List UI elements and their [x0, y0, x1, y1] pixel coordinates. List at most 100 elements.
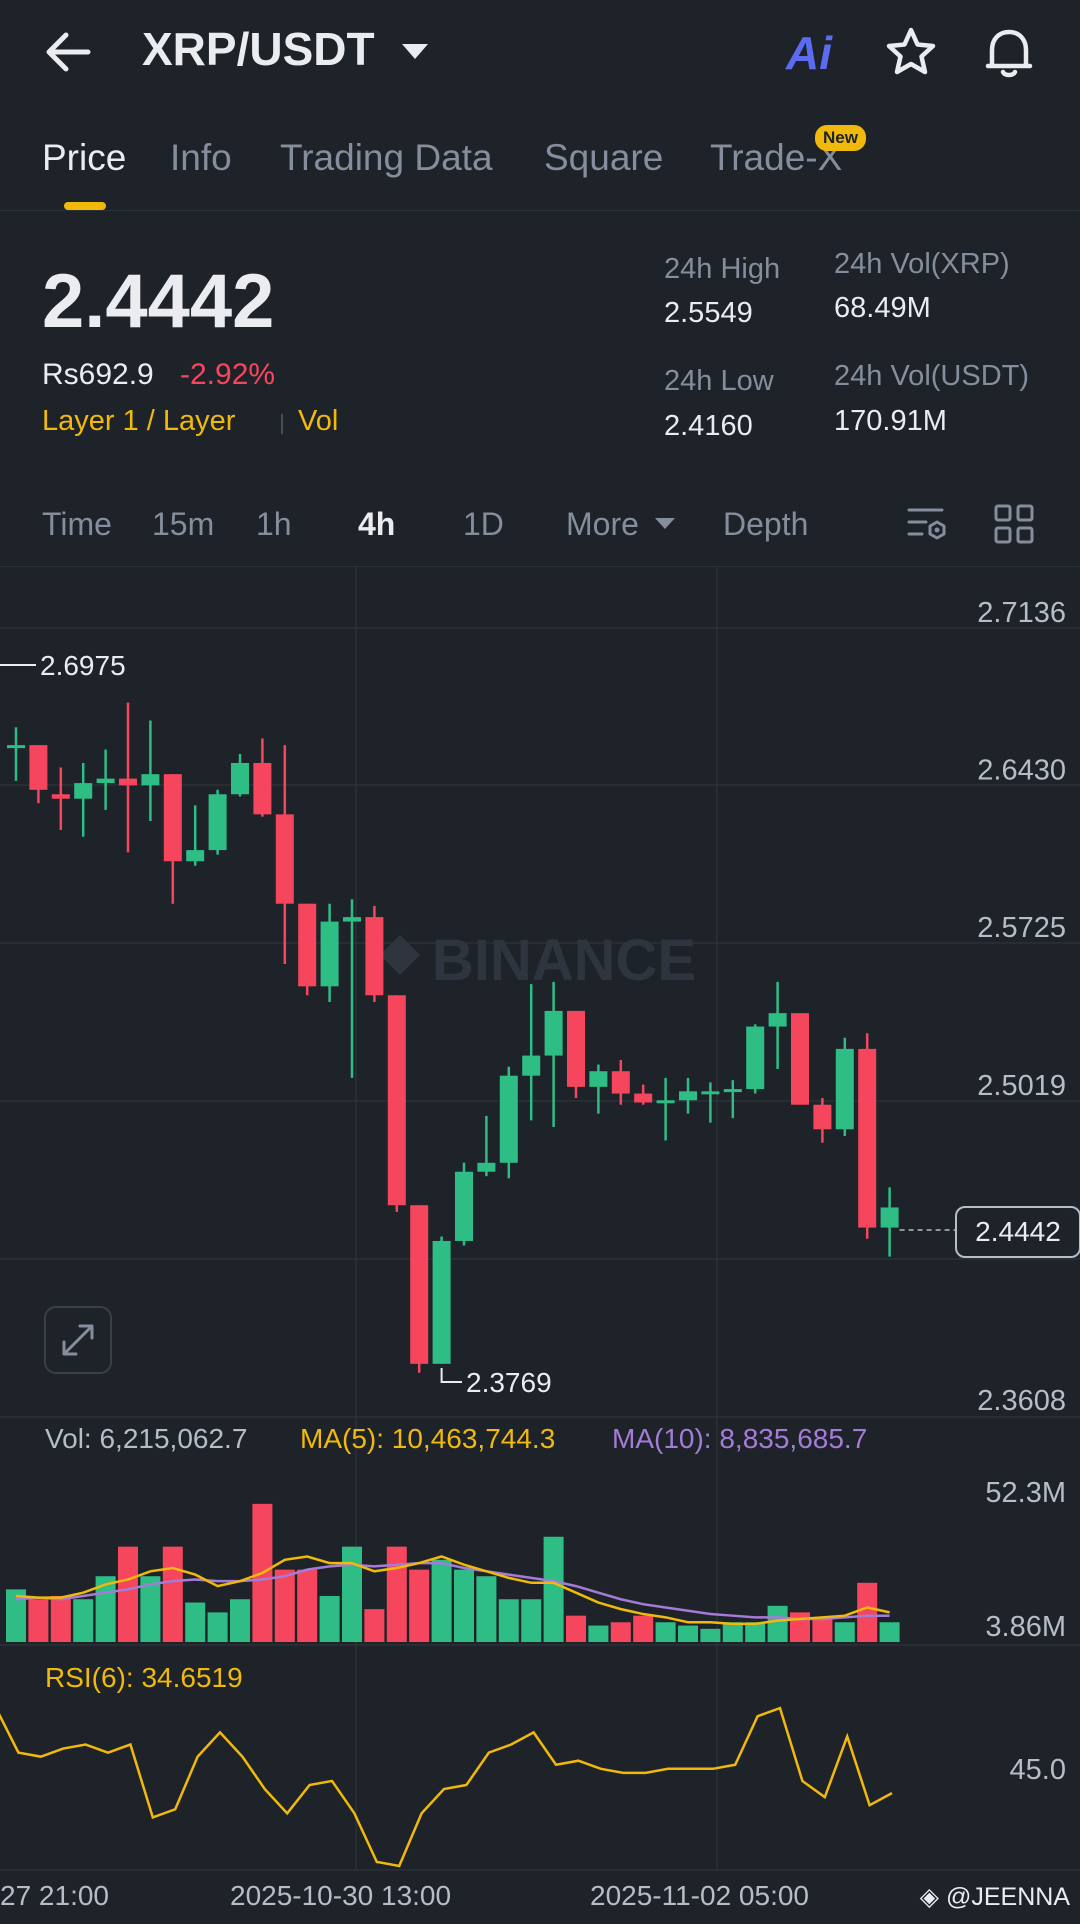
volume-bar	[274, 1569, 295, 1642]
volume-bar	[162, 1546, 183, 1642]
tabs-divider	[0, 210, 1080, 211]
category-tag[interactable]: Layer 1 / Layer	[42, 405, 236, 437]
user-watermark: ◈ @JEENNA	[920, 1882, 1070, 1912]
interval-more[interactable]: More	[566, 506, 639, 542]
low-marker-line	[440, 1368, 462, 1384]
new-badge: New	[815, 125, 866, 151]
star-icon[interactable]	[884, 26, 938, 78]
x-tick-label: 2025-11-02 05:00	[590, 1880, 809, 1911]
volume-bar	[409, 1569, 430, 1642]
candle	[679, 1077, 697, 1114]
volume-bars-group: 52.3M 3.86M	[6, 1477, 1066, 1643]
last-price: 2.4442	[42, 259, 275, 344]
interval-depth[interactable]: Depth	[723, 506, 809, 542]
volume-bar	[73, 1599, 94, 1642]
x-tick-label: 27 21:00	[0, 1880, 109, 1911]
interval-4h[interactable]: 4h	[358, 506, 396, 542]
volume-bar	[790, 1612, 810, 1642]
volume-bar	[207, 1612, 228, 1642]
volume-bar	[476, 1576, 497, 1642]
ma5-line	[15, 1555, 890, 1626]
volume-bar	[655, 1622, 676, 1642]
chart-area[interactable]: BINANCE 2.7136 2.6430 2.5725 2.5019 2.3608 2…	[0, 566, 1080, 1924]
candle	[74, 762, 93, 837]
volume-bar	[28, 1599, 49, 1642]
back-arrow-icon[interactable]	[44, 30, 92, 74]
candle	[701, 1082, 720, 1123]
candle	[410, 1205, 429, 1373]
more-chevron-down-icon[interactable]	[655, 518, 675, 529]
volume-y-tick-label: 3.86M	[985, 1611, 1066, 1643]
candle	[813, 1098, 832, 1143]
volume-bar	[50, 1595, 71, 1642]
interval-1h[interactable]: 1h	[256, 506, 292, 542]
vol-usdt-label: 24h Vol(USDT)	[834, 360, 1030, 392]
y-tick-label: 2.3608	[977, 1385, 1066, 1417]
volume-bar	[633, 1615, 654, 1642]
tab-trading-data[interactable]: Trading Data	[280, 137, 493, 178]
tab-price[interactable]: Price	[42, 137, 127, 178]
interval-15m[interactable]: 15m	[152, 506, 215, 542]
candle	[96, 749, 115, 810]
volume-bar	[454, 1569, 474, 1642]
volume-bar	[834, 1622, 855, 1642]
interval-time[interactable]: Time	[42, 506, 112, 542]
binance-watermark: BINANCE	[432, 928, 696, 993]
fullscreen-button[interactable]	[44, 1306, 112, 1374]
candle	[253, 738, 272, 817]
candle	[589, 1064, 608, 1114]
volume-bar	[6, 1589, 26, 1642]
pair-title[interactable]: XRP/USDT	[142, 23, 375, 75]
ma5-legend: MA(5): 10,463,744.3	[300, 1423, 556, 1454]
ai-assistant-icon[interactable]: Ai	[786, 27, 832, 79]
candle	[320, 903, 339, 1002]
price-axis-labels: 2.7136 2.6430 2.5725 2.5019 2.3608	[977, 597, 1066, 1417]
candle	[835, 1037, 854, 1136]
high-label: 24h High	[664, 253, 781, 285]
volume-bar	[678, 1625, 698, 1642]
chart-settings-icon[interactable]	[906, 502, 950, 546]
candle	[768, 981, 787, 1069]
y-tick-label: 2.7136	[977, 597, 1066, 629]
vol-tag[interactable]: Vol	[298, 405, 339, 437]
high-marker-label: 2.6975	[40, 650, 126, 681]
candle	[298, 903, 317, 996]
price-change-percent: -2.92%	[180, 358, 276, 391]
last-price-tag[interactable]: 2.4442	[955, 1206, 1080, 1258]
active-tab-indicator	[64, 202, 106, 210]
interval-1d[interactable]: 1D	[463, 506, 504, 542]
binance-logo-icon	[380, 935, 420, 975]
volume-bar	[342, 1546, 362, 1642]
ma10-legend: MA(10): 8,835,685.7	[612, 1423, 868, 1454]
volume-bar	[767, 1605, 788, 1642]
layout-grid-icon[interactable]	[994, 504, 1034, 544]
expand-icon	[62, 1324, 94, 1356]
candle	[656, 1077, 675, 1141]
rsi-legend: RSI(6): 34.6519	[45, 1662, 243, 1693]
volume-bar	[700, 1628, 721, 1642]
tab-info[interactable]: Info	[170, 137, 232, 178]
volume-bar	[745, 1622, 766, 1642]
x-tick-label: 2025-10-30 13:00	[230, 1880, 452, 1911]
candle	[455, 1162, 473, 1246]
rsi-group: 45.0	[0, 1706, 1066, 1868]
vol-xrp-label: 24h Vol(XRP)	[834, 248, 1010, 280]
y-tick-label: 2.6430	[977, 755, 1066, 787]
volume-bar	[812, 1618, 833, 1642]
candle	[275, 745, 294, 965]
candle	[791, 1013, 809, 1105]
tab-square[interactable]: Square	[544, 137, 664, 178]
candle	[163, 774, 182, 904]
candle	[119, 702, 137, 853]
candle	[499, 1066, 518, 1179]
volume-bar	[431, 1559, 452, 1642]
candle	[29, 745, 48, 804]
bell-icon[interactable]	[982, 24, 1036, 80]
candle	[365, 905, 384, 1002]
candle	[432, 1236, 451, 1364]
pair-dropdown-chevron-icon[interactable]	[402, 44, 428, 59]
volume-bar	[319, 1595, 340, 1642]
candle	[611, 1060, 630, 1105]
volume-bar	[879, 1622, 900, 1642]
volume-legend: Vol: 6,215,062.7	[45, 1423, 248, 1454]
